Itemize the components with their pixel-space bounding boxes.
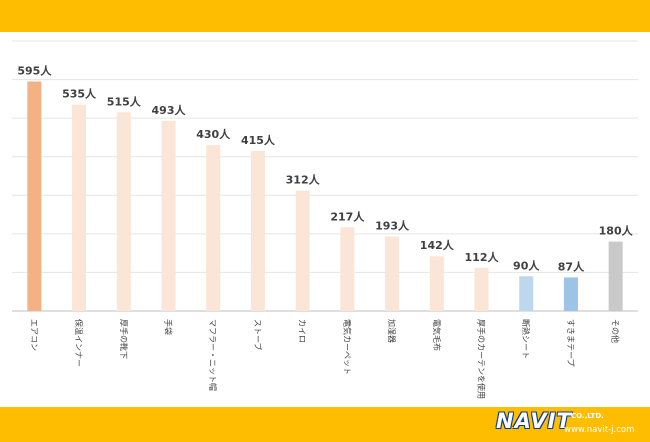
- value-label: 87人: [558, 259, 585, 273]
- category-label: カイロ: [298, 319, 307, 343]
- bar: [608, 241, 623, 311]
- value-label: 595人: [17, 64, 52, 78]
- bar: [206, 145, 221, 311]
- category-label: 厚手の靴下: [119, 319, 129, 359]
- value-label: 415人: [241, 133, 276, 147]
- bar: [116, 112, 131, 311]
- value-label: 112人: [465, 250, 500, 264]
- category-label: 加湿器: [387, 319, 397, 343]
- chart-value-labels: 595人 535人 515人 493人 430人 415人 312人 217人 193人 142人…: [17, 64, 633, 274]
- value-label: 180人: [599, 224, 634, 238]
- category-label: ストーブ: [253, 319, 263, 351]
- bar: [72, 104, 87, 312]
- category-label: 手袋: [164, 319, 174, 335]
- chart-gridlines: [12, 40, 638, 312]
- value-label: 193人: [375, 219, 410, 233]
- chart-bars: [27, 81, 623, 312]
- bar: [295, 190, 310, 311]
- category-label: その他: [611, 319, 621, 343]
- value-label: 535人: [62, 87, 97, 101]
- header-band: [0, 0, 650, 32]
- logo-url: www.navit-j.com: [564, 425, 635, 435]
- bar: [519, 276, 534, 311]
- bar: [340, 227, 355, 311]
- logo-company-suffix: CO.,LTD.: [571, 412, 604, 420]
- bar: [27, 81, 42, 311]
- footer-band: [0, 407, 650, 442]
- bar-chart: 595人 535人 515人 493人 430人 415人 312人 217人 193人 142人…: [12, 40, 638, 399]
- bar: [250, 150, 265, 311]
- value-label: 90人: [513, 258, 540, 272]
- category-label: 電気カーペット: [342, 319, 352, 375]
- bar: [474, 267, 489, 311]
- chart-category-labels: エアコン 保温インナー 厚手の靴下 手袋 マフラー・ニット帽 ストーブ カイロ 電気カーペット…: [29, 319, 620, 399]
- category-label: 断熱シート: [521, 319, 531, 359]
- logo-name: NAVIT: [496, 409, 572, 433]
- value-label: 312人: [286, 173, 321, 187]
- category-label: すきまテープ: [566, 319, 575, 367]
- category-label: マフラー・ニット帽: [208, 319, 218, 391]
- value-label: 430人: [196, 127, 231, 141]
- bar: [161, 120, 176, 311]
- bar: [385, 236, 400, 311]
- value-label: 493人: [152, 103, 187, 117]
- navit-logo: NAVIT CO.,LTD. www.navit-j.com: [496, 409, 636, 439]
- bar: [429, 256, 444, 311]
- category-label: エアコン: [29, 319, 38, 351]
- category-label: 厚手のカーテンを使用: [477, 319, 487, 399]
- value-label: 515人: [107, 94, 142, 108]
- category-label: 保温インナー: [74, 319, 84, 367]
- bar: [563, 277, 578, 311]
- value-label: 142人: [420, 238, 455, 252]
- value-label: 217人: [330, 209, 365, 223]
- category-label: 電気毛布: [432, 319, 442, 351]
